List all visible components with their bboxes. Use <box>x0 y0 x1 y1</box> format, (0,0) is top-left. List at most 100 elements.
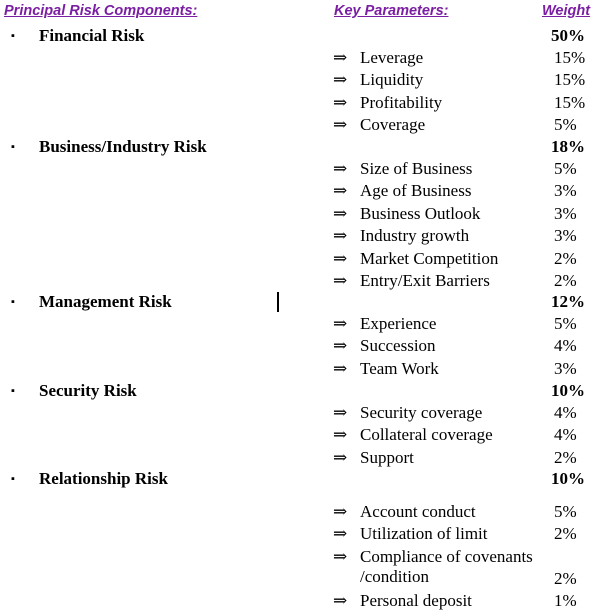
weight-header: Weight <box>542 3 591 19</box>
arrow-icon: ⇒ <box>333 159 348 178</box>
parameter-weight: 15% <box>554 70 586 89</box>
parameter-label: Entry/Exit Barriers <box>360 271 490 290</box>
arrow-icon: ⇒ <box>333 48 348 67</box>
parameter-label: Business Outlook <box>360 204 481 223</box>
arrow-icon: ⇒ <box>333 271 348 290</box>
arrow-icon: ⇒ <box>333 93 348 112</box>
parameter-row: ⇒ Collateral coverage 4% <box>0 424 593 446</box>
bullet-icon: ▪ <box>11 473 15 485</box>
parameter-label: Profitability <box>360 93 443 112</box>
parameter-row: ⇒ Age of Business 3% <box>0 180 593 202</box>
risk-category-label: Relationship Risk <box>39 469 168 488</box>
parameter-row: ⇒ Personal deposit 1% <box>0 590 593 612</box>
arrow-icon: ⇒ <box>333 547 348 566</box>
risk-category-row: ▪ Relationship Risk 10% <box>0 468 593 490</box>
parameter-label: Compliance of covenants /condition <box>360 547 533 586</box>
parameter-weight: 3% <box>554 359 577 378</box>
bullet-icon: ▪ <box>11 296 15 308</box>
parameter-label: Personal deposit <box>360 591 472 610</box>
parameter-row: ⇒ Coverage 5% <box>0 114 593 136</box>
parameter-row: ⇒ Experience 5% <box>0 313 593 335</box>
arrow-icon: ⇒ <box>333 204 348 223</box>
arrow-icon: ⇒ <box>333 249 348 268</box>
arrow-icon: ⇒ <box>333 448 348 467</box>
parameter-row: ⇒ Market Competition 2% <box>0 248 593 270</box>
parameter-weight: 2% <box>554 271 577 290</box>
risk-components-header: Principal Risk Components: <box>4 3 198 19</box>
risk-category-label: Business/Industry Risk <box>39 137 207 156</box>
risk-category-label: Security Risk <box>39 381 137 400</box>
parameter-label: Team Work <box>360 359 439 378</box>
arrow-icon: ⇒ <box>333 425 348 444</box>
parameter-row: ⇒ Compliance of covenants /condition 2% <box>0 546 593 590</box>
parameter-row: ⇒ Entry/Exit Barriers 2% <box>0 270 593 292</box>
parameter-label: Age of Business <box>360 181 472 200</box>
arrow-icon: ⇒ <box>333 314 348 333</box>
bullet-icon: ▪ <box>11 385 15 397</box>
parameter-weight: 4% <box>554 336 577 355</box>
arrow-icon: ⇒ <box>333 181 348 200</box>
parameter-weight: 2% <box>554 569 577 588</box>
parameter-row: ⇒ Leverage 15% <box>0 47 593 69</box>
parameter-label: Liquidity <box>360 70 424 89</box>
parameter-row: ⇒ Utilization of limit 2% <box>0 523 593 545</box>
parameter-label: Experience <box>360 314 437 333</box>
parameter-row: ⇒ Profitability 15% <box>0 92 593 114</box>
parameter-label: Succession <box>360 336 436 355</box>
parameter-label: Size of Business <box>360 159 473 178</box>
parameter-label: Support <box>360 448 414 467</box>
risk-category-row: ▪ Security Risk 10% <box>0 380 593 402</box>
parameter-row: ⇒ Security coverage 4% <box>0 402 593 424</box>
parameter-weight: 5% <box>554 159 577 178</box>
key-parameters-header: Key Parameters: <box>334 3 449 19</box>
risk-category-weight: 50% <box>551 26 585 45</box>
risk-category-row: ▪ Management Risk 12% <box>0 291 593 313</box>
arrow-icon: ⇒ <box>333 403 348 422</box>
parameter-label: Industry growth <box>360 226 470 245</box>
arrow-icon: ⇒ <box>333 70 348 89</box>
parameter-label: Security coverage <box>360 403 483 422</box>
parameter-weight: 15% <box>554 93 586 112</box>
parameter-row: ⇒ Size of Business 5% <box>0 158 593 180</box>
bullet-icon: ▪ <box>11 30 15 42</box>
parameter-row: ⇒ Liquidity 15% <box>0 69 593 91</box>
arrow-icon: ⇒ <box>333 502 348 521</box>
risk-category-row: ▪ Financial Risk 50% <box>0 25 593 47</box>
parameter-weight: 5% <box>554 115 577 134</box>
arrow-icon: ⇒ <box>333 226 348 245</box>
parameter-row: ⇒ Industry growth 3% <box>0 225 593 247</box>
parameter-label: Leverage <box>360 48 424 67</box>
parameter-row: ⇒ Support 2% <box>0 447 593 469</box>
parameter-weight: 4% <box>554 425 577 444</box>
parameter-weight: 3% <box>554 204 577 223</box>
parameter-label: Account conduct <box>360 502 476 521</box>
parameter-weight: 4% <box>554 403 577 422</box>
risk-category-weight: 12% <box>551 292 585 311</box>
risk-category-weight: 18% <box>551 137 585 156</box>
parameter-weight: 2% <box>554 448 577 467</box>
parameter-row: ⇒ Business Outlook 3% <box>0 203 593 225</box>
parameter-label: Collateral coverage <box>360 425 493 444</box>
risk-category-row: ▪ Business/Industry Risk 18% <box>0 136 593 158</box>
arrow-icon: ⇒ <box>333 115 348 134</box>
text-cursor <box>277 292 279 312</box>
risk-category-weight: 10% <box>551 469 585 488</box>
risk-category-weight: 10% <box>551 381 585 400</box>
parameter-label: Market Competition <box>360 249 499 268</box>
parameter-weight: 15% <box>554 48 586 67</box>
parameter-weight: 1% <box>554 591 577 610</box>
parameter-row: ⇒ Account conduct 5% <box>0 501 593 523</box>
arrow-icon: ⇒ <box>333 359 348 378</box>
parameter-row: ⇒ Succession 4% <box>0 335 593 357</box>
risk-category-label: Management Risk <box>39 292 172 311</box>
parameter-weight: 2% <box>554 249 577 268</box>
arrow-icon: ⇒ <box>333 591 348 610</box>
parameter-weight: 2% <box>554 524 577 543</box>
arrow-icon: ⇒ <box>333 336 348 355</box>
parameter-weight: 5% <box>554 502 577 521</box>
parameter-row: ⇒ Team Work 3% <box>0 358 593 380</box>
parameter-label: Utilization of limit <box>360 524 488 543</box>
risk-category-label: Financial Risk <box>39 26 145 45</box>
parameter-label: Coverage <box>360 115 426 134</box>
parameter-weight: 3% <box>554 181 577 200</box>
